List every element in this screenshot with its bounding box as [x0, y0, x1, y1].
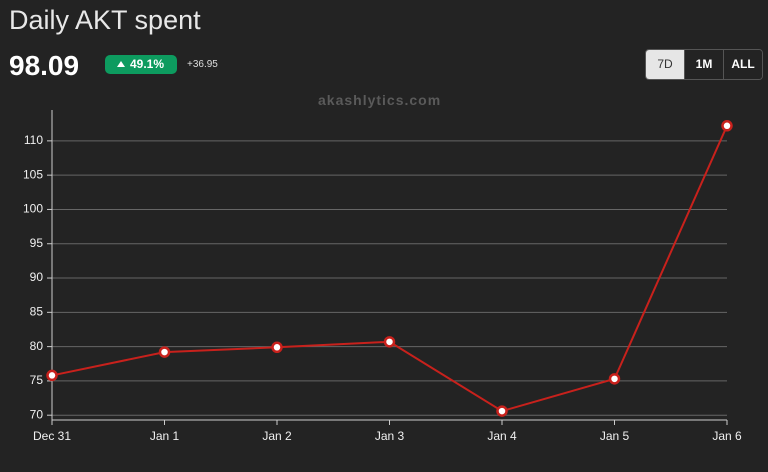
range-button[interactable]: ALL — [723, 50, 762, 79]
y-tick-label: 95 — [30, 236, 44, 250]
x-tick-label: Jan 2 — [262, 429, 292, 443]
y-tick-label: 110 — [24, 133, 43, 147]
x-tick-label: Jan 3 — [375, 429, 405, 443]
point — [608, 373, 621, 385]
change-badge: 49.1% — [105, 55, 177, 74]
x-tick-label: Jan 5 — [600, 429, 630, 443]
range-button[interactable]: 7D — [646, 50, 684, 79]
point — [271, 341, 283, 354]
change-delta: +36.95 — [187, 59, 218, 70]
x-tick-label: Jan 4 — [487, 429, 517, 443]
line — [51, 125, 728, 413]
x-tick-label: Jan 1 — [150, 429, 180, 443]
y-tick-label: 105 — [23, 167, 43, 181]
y-tick-label: 100 — [23, 202, 43, 216]
y-tick-label: 80 — [30, 339, 44, 353]
y-tick-label: 70 — [30, 407, 44, 421]
point — [721, 120, 733, 132]
current-value: 98.09 — [9, 50, 80, 81]
range-button[interactable]: 1M — [684, 50, 723, 79]
y-tick-label: 90 — [30, 270, 44, 284]
watermark: akashlytics.com — [318, 92, 442, 108]
x-tick-label: Jan 6 — [712, 429, 742, 443]
point — [158, 346, 171, 358]
y-tick-label: 75 — [30, 373, 44, 387]
x-tick-label: Dec 31 — [33, 429, 71, 443]
y-tick-label: 85 — [30, 304, 44, 318]
point — [383, 336, 396, 348]
up-arrow — [117, 61, 125, 67]
change-percent: 49.1% — [130, 57, 165, 71]
point — [496, 405, 508, 417]
point — [46, 369, 58, 382]
chart-title: Daily AKT spent — [9, 5, 201, 35]
range-buttons: 7D 1M ALL — [645, 49, 763, 80]
